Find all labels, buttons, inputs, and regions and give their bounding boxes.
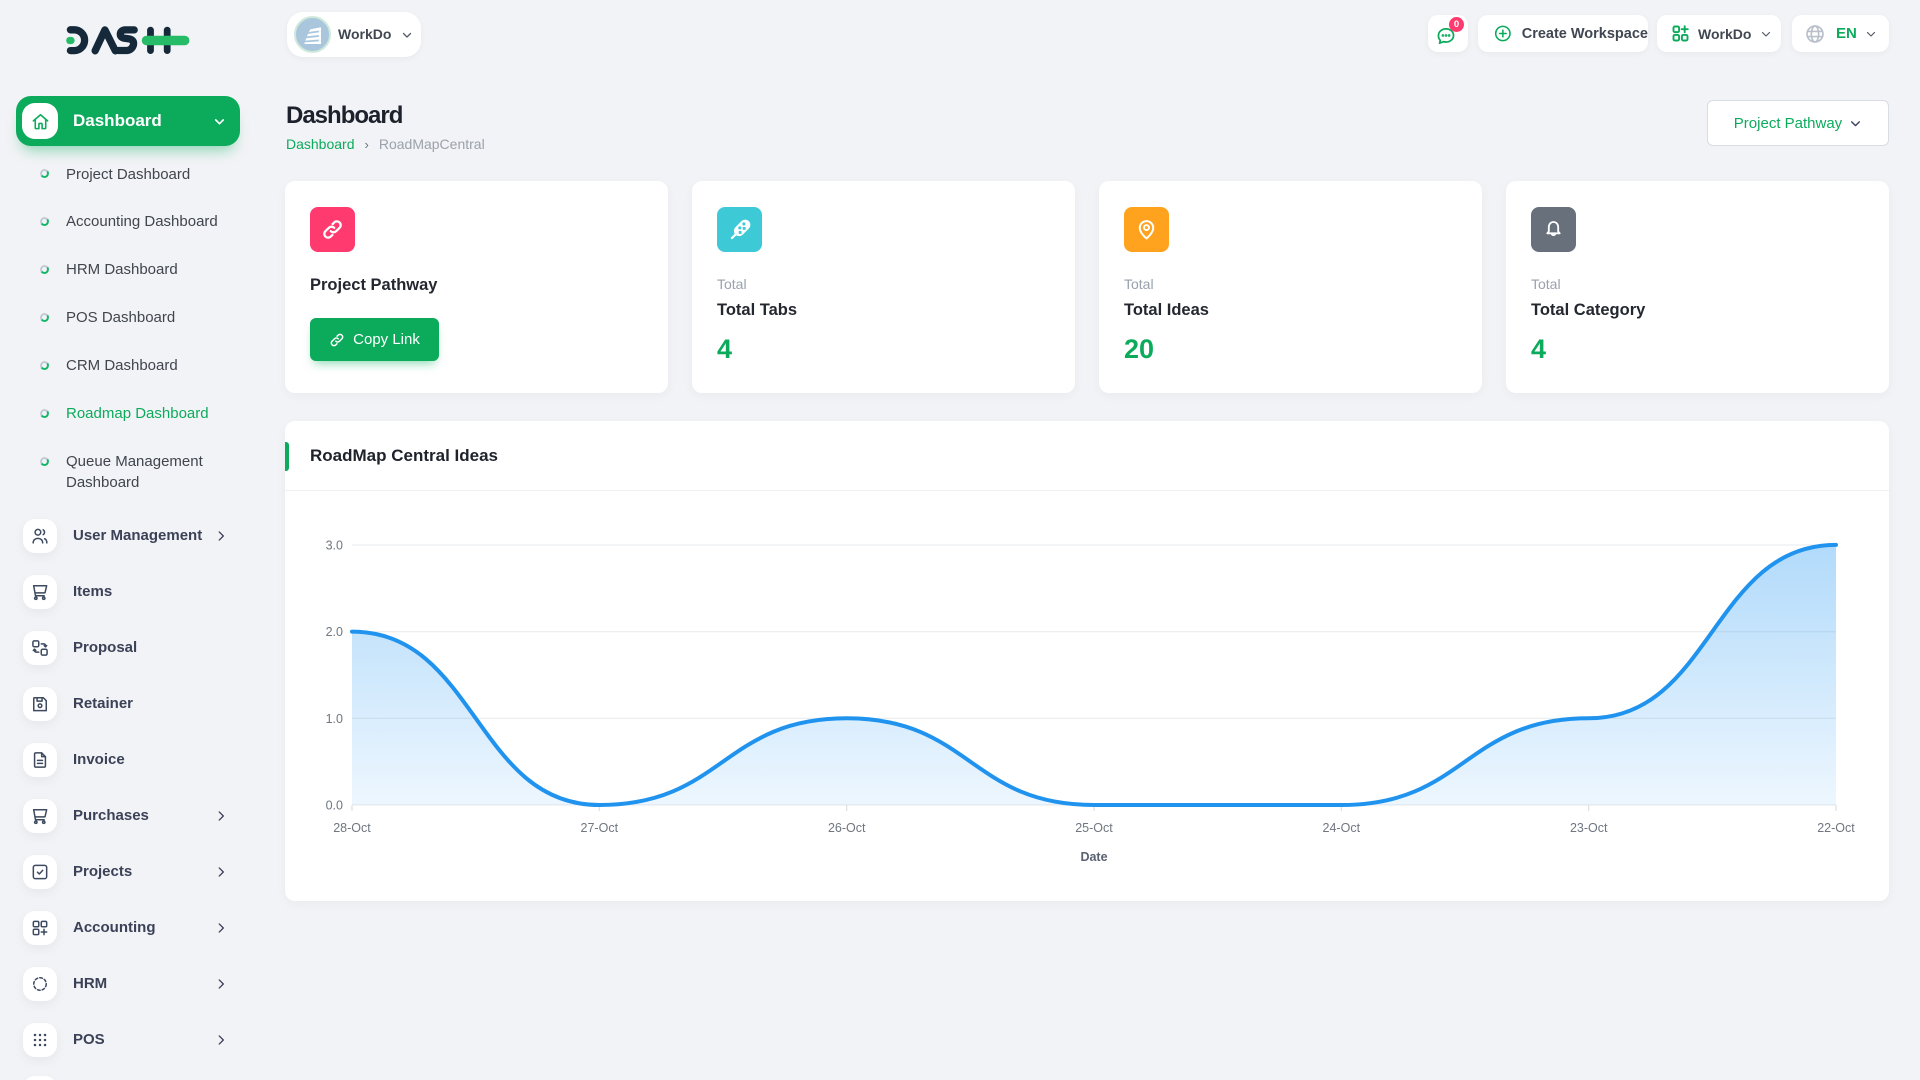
svg-text:22-Oct: 22-Oct: [1817, 821, 1855, 835]
svg-text:25-Oct: 25-Oct: [1075, 821, 1113, 835]
svg-text:27-Oct: 27-Oct: [581, 821, 619, 835]
svg-text:26-Oct: 26-Oct: [828, 821, 866, 835]
svg-text:0.0: 0.0: [326, 799, 343, 813]
svg-text:28-Oct: 28-Oct: [333, 821, 371, 835]
svg-text:1.0: 1.0: [326, 712, 343, 726]
svg-text:2.0: 2.0: [326, 625, 343, 639]
svg-text:3.0: 3.0: [326, 539, 343, 553]
svg-text:24-Oct: 24-Oct: [1323, 821, 1361, 835]
svg-text:Date: Date: [1080, 850, 1107, 864]
svg-text:23-Oct: 23-Oct: [1570, 821, 1608, 835]
